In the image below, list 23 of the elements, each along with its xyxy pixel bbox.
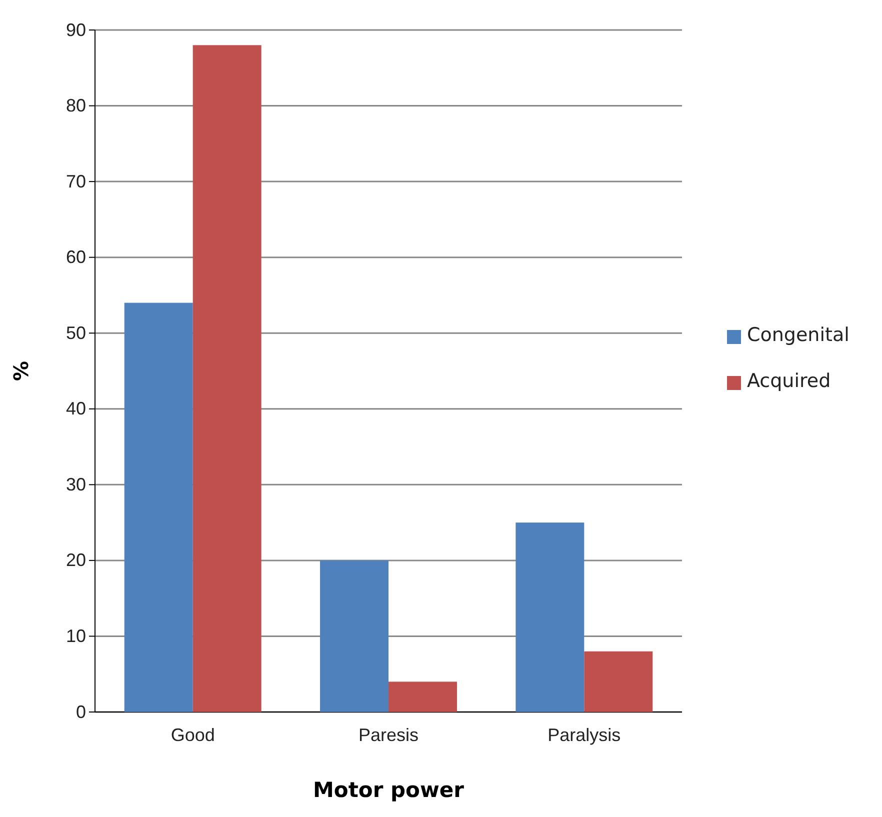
x-tick-label: Good (170, 724, 215, 745)
x-tick-label: Paralysis (548, 724, 621, 745)
y-tick-label: 10 (66, 626, 86, 646)
y-tick-label: 40 (66, 398, 86, 419)
bar (124, 302, 193, 712)
bar (388, 682, 457, 712)
y-tick-label: 90 (66, 20, 86, 40)
y-tick-label: 0 (76, 702, 86, 722)
y-tick-label: 20 (66, 550, 86, 570)
y-tick-label: 70 (66, 171, 86, 192)
legend-label: Congenital (747, 324, 850, 346)
bar (584, 651, 653, 712)
y-tick-label: 50 (66, 322, 86, 343)
y-tick-label: 60 (66, 247, 86, 268)
y-tick-label: 30 (66, 474, 86, 494)
x-tick-label: Paresis (358, 724, 419, 745)
y-tick-label: 80 (66, 96, 86, 116)
legend-label: Acquired (747, 370, 831, 392)
y-axis-title: % (9, 360, 33, 382)
bar (516, 522, 584, 712)
bar (192, 45, 262, 712)
bar (320, 560, 388, 712)
x-axis-title: Motor power (313, 778, 465, 802)
